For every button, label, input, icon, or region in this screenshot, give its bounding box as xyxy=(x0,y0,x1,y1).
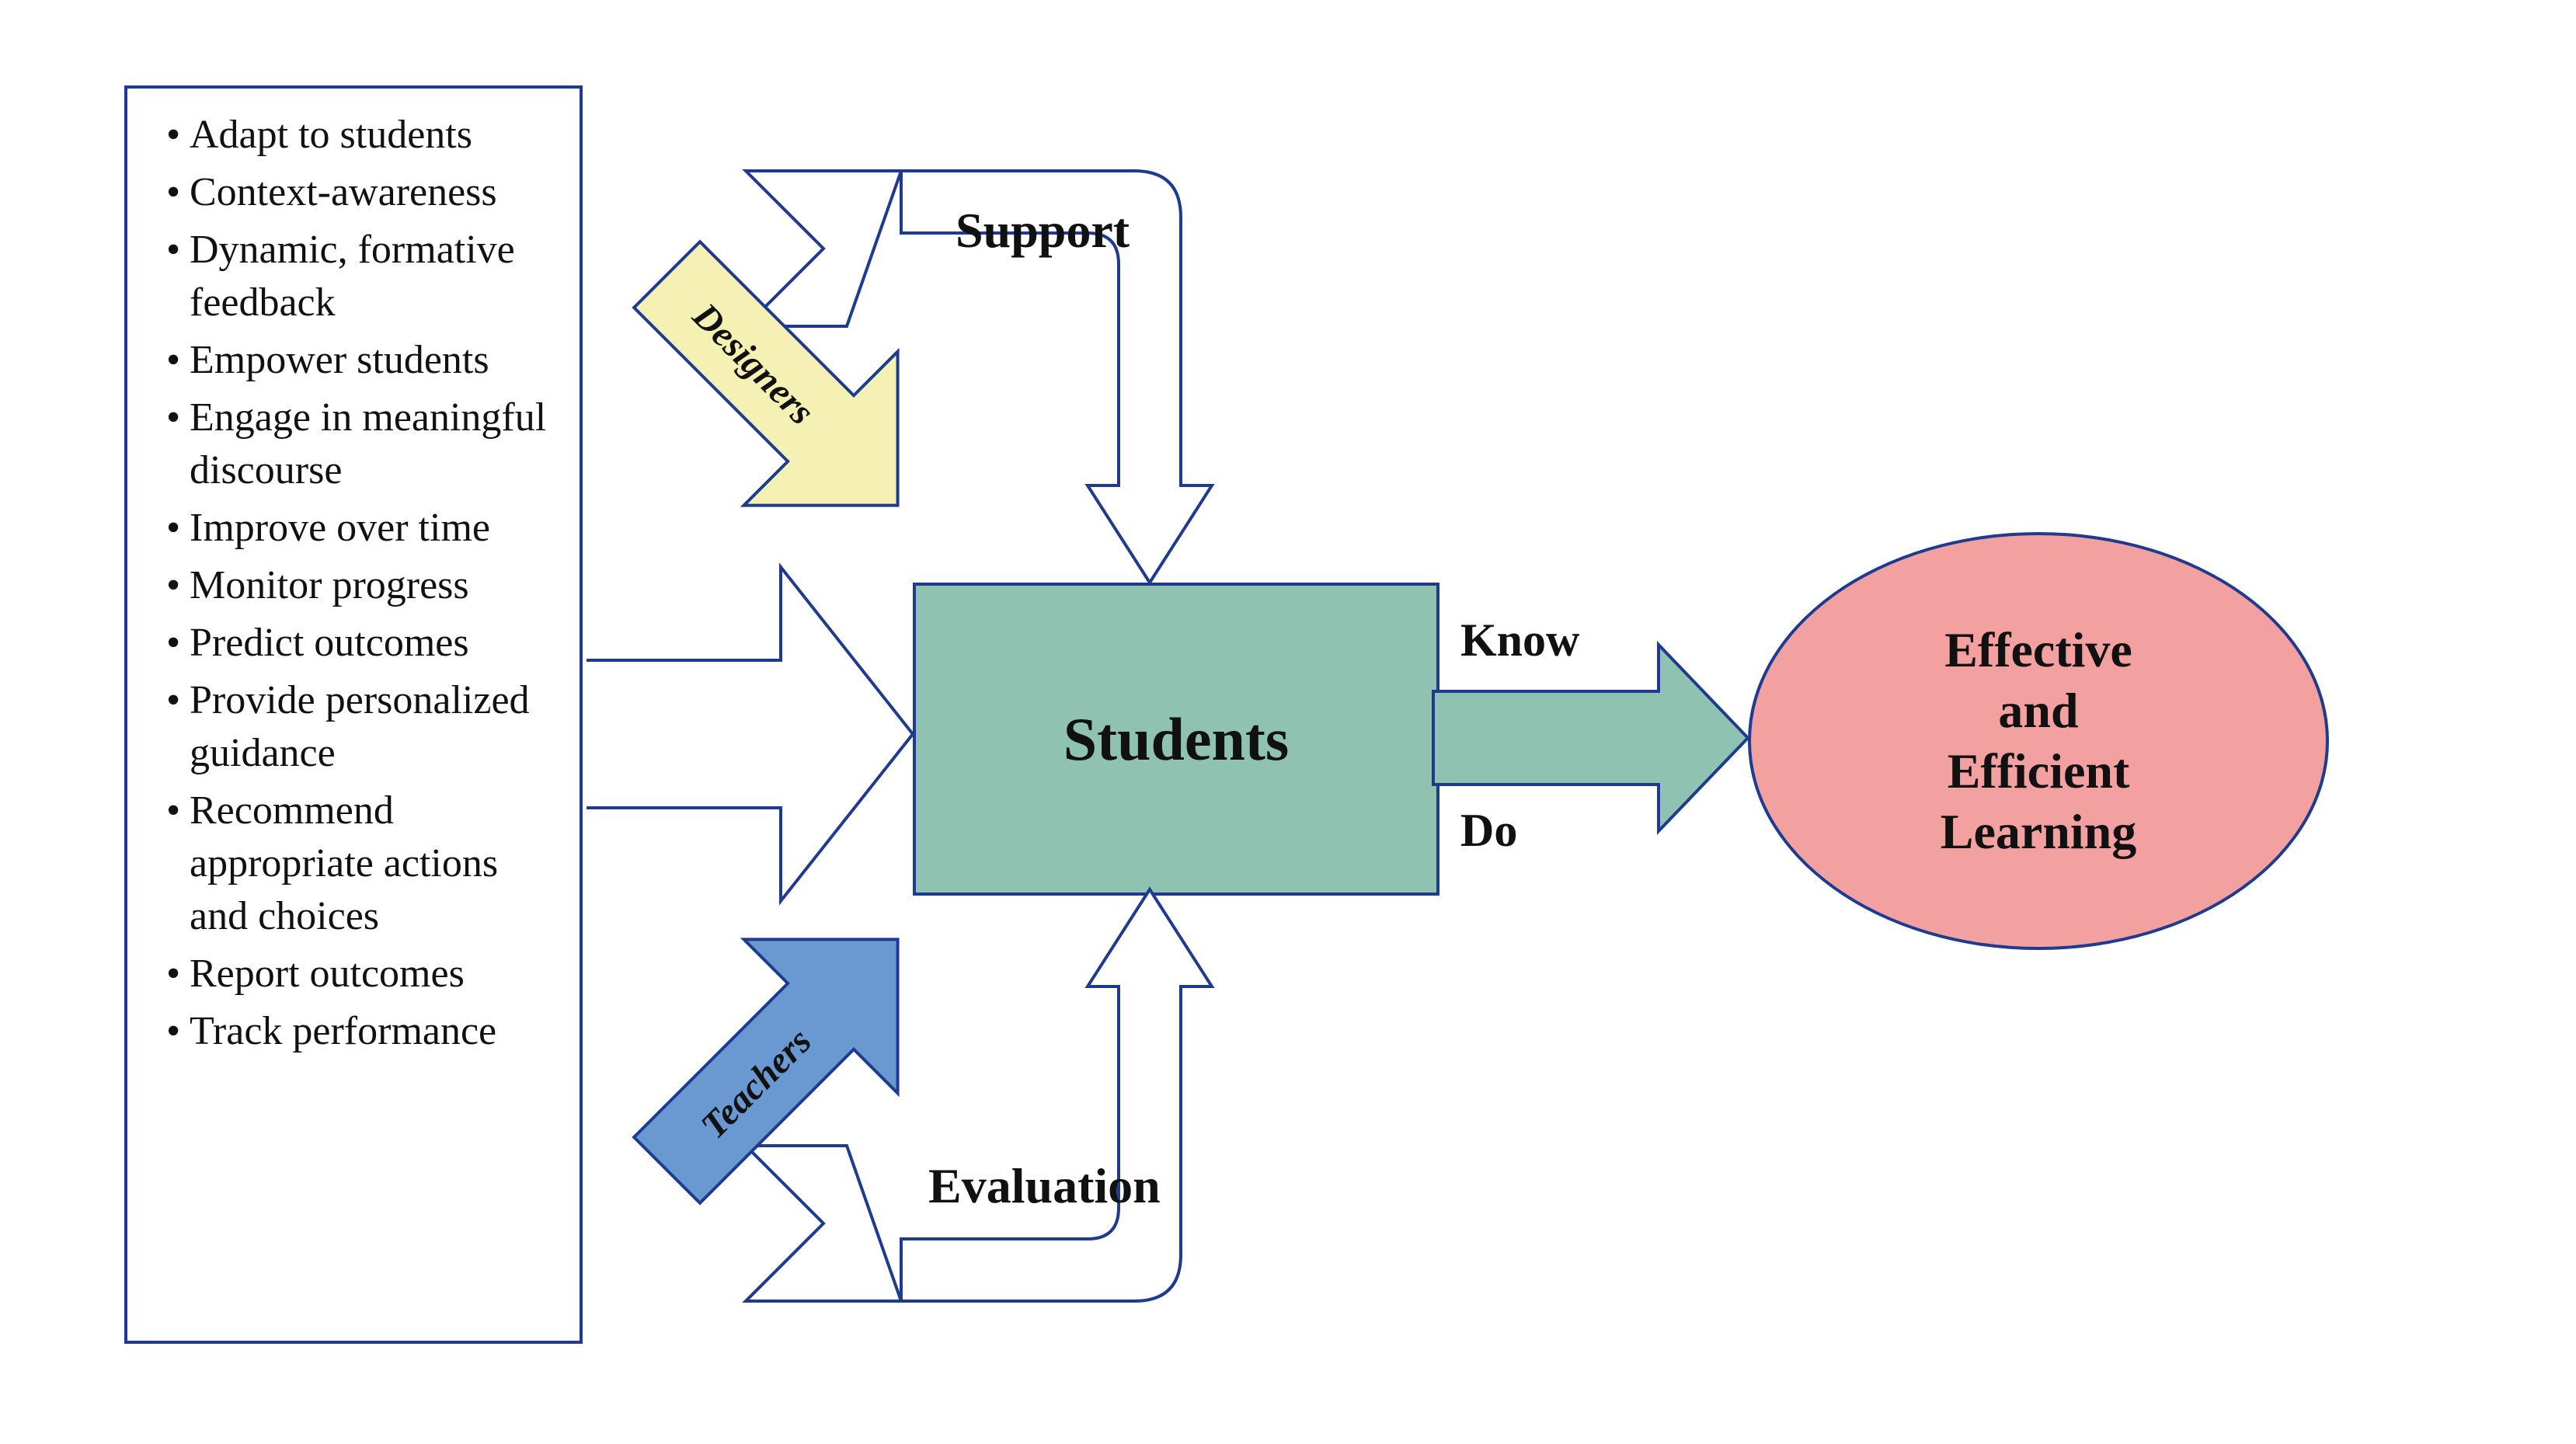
capabilities-list-box: Adapt to students Context-awareness Dyna… xyxy=(124,85,583,1344)
outcome-text: Effective and Efficient Learning xyxy=(1941,620,2136,862)
list-item: Adapt to students xyxy=(166,109,556,162)
support-label: Support xyxy=(956,202,1130,259)
evaluation-label: Evaluation xyxy=(928,1157,1161,1215)
list-item: Recommend appropriate actions and choice… xyxy=(166,785,556,943)
students-label: Students xyxy=(1063,705,1289,774)
outcome-line: Effective xyxy=(1941,620,2136,680)
list-item: Monitor progress xyxy=(166,559,556,612)
students-box: Students xyxy=(913,583,1439,896)
list-item: Engage in meaningful discourse xyxy=(166,391,556,497)
diagram-canvas: Adapt to students Context-awareness Dyna… xyxy=(0,0,2576,1444)
list-item: Dynamic, formative feedback xyxy=(166,224,556,329)
arrow-list-to-students xyxy=(587,567,913,901)
list-item: Predict outcomes xyxy=(166,617,556,670)
arrow-designers: Designers xyxy=(610,217,944,552)
list-item: Report outcomes xyxy=(166,948,556,1000)
list-item: Context-awareness xyxy=(166,166,556,219)
outcome-ellipse: Effective and Efficient Learning xyxy=(1748,532,2329,950)
outcome-line: Learning xyxy=(1941,802,2136,862)
list-item: Track performance xyxy=(166,1005,556,1058)
arrow-teachers: Teachers xyxy=(610,893,944,1227)
list-item: Provide personalized guidance xyxy=(166,674,556,780)
arrow-know-do xyxy=(1433,645,1748,831)
capabilities-list: Adapt to students Context-awareness Dyna… xyxy=(166,109,556,1058)
list-item: Empower students xyxy=(166,334,556,387)
know-label: Know xyxy=(1460,614,1579,667)
outcome-line: and xyxy=(1941,680,2136,741)
outcome-line: Efficient xyxy=(1941,741,2136,802)
do-label: Do xyxy=(1460,804,1517,858)
list-item: Improve over time xyxy=(166,502,556,555)
